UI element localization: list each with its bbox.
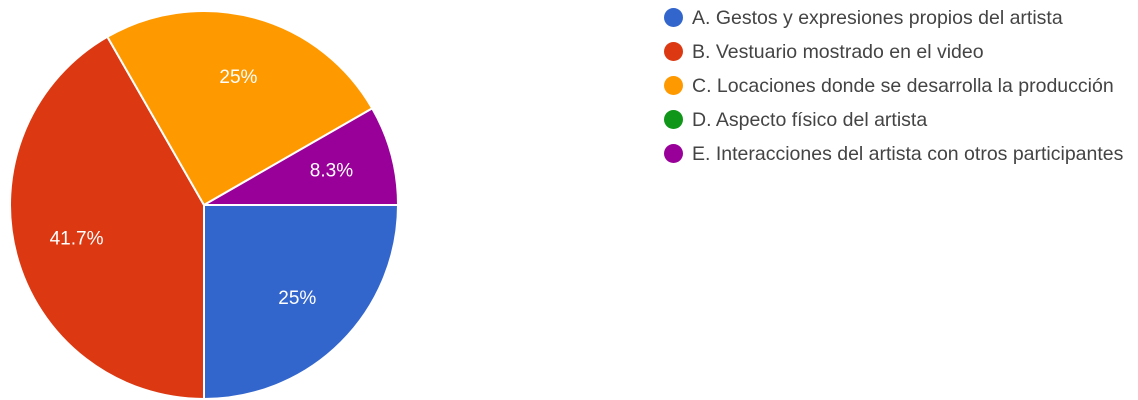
legend-label: E. Interacciones del artista con otros p… (692, 143, 1124, 165)
legend-label: C. Locaciones donde se desarrolla la pro… (692, 75, 1114, 97)
legend-item-c: C. Locaciones donde se desarrolla la pro… (664, 72, 1134, 100)
pie-slice-a[interactable] (203, 204, 399, 400)
legend-item-d: D. Aspecto físico del artista (664, 106, 1134, 134)
legend-swatch-icon (664, 8, 683, 27)
chart-legend: A. Gestos y expresiones propios del arti… (664, 4, 1134, 174)
legend-item-b: B. Vestuario mostrado en el video (664, 38, 1134, 66)
slice-label-c: 25% (219, 67, 257, 88)
pie-slice-b[interactable] (9, 35, 205, 400)
legend-swatch-icon (664, 110, 683, 129)
legend-swatch-icon (664, 42, 683, 61)
legend-label: D. Aspecto físico del artista (692, 109, 928, 131)
pie-slices (9, 10, 399, 400)
slice-label-a: 25% (278, 288, 316, 309)
slice-label-e: 8.3% (310, 160, 353, 181)
legend-label: A. Gestos y expresiones propios del arti… (692, 7, 1063, 29)
pie-slice-c[interactable] (106, 10, 374, 206)
legend-item-e: E. Interacciones del artista con otros p… (664, 140, 1134, 168)
pie-slice-e[interactable] (203, 107, 399, 206)
slice-label-b: 41.7% (50, 229, 104, 250)
legend-item-a: A. Gestos y expresiones propios del arti… (664, 4, 1134, 32)
legend-label: B. Vestuario mostrado en el video (692, 41, 984, 63)
legend-swatch-icon (664, 76, 683, 95)
pie-slice-labels: 25% 41.7% 25% 8.3% (50, 67, 354, 309)
legend-swatch-icon (664, 144, 683, 163)
